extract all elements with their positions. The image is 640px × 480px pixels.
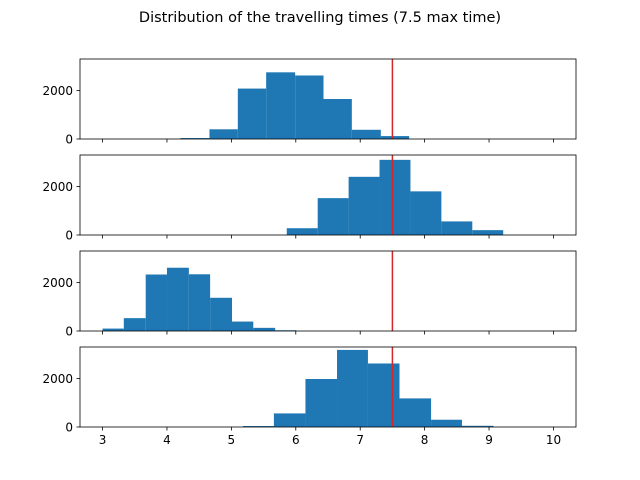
- histogram-bar: [323, 99, 352, 139]
- histogram-panel-1: 0 2000: [42, 58, 577, 147]
- y-tick-label: 2000: [42, 180, 73, 194]
- x-tick-label: 3: [99, 433, 107, 447]
- histogram-bar: [102, 328, 124, 331]
- histogram-bar: [305, 379, 338, 427]
- histogram-panel-4: 0 2000 3 4 5 6 7 8 9 10: [42, 346, 577, 447]
- histogram-bar: [253, 327, 276, 331]
- histogram-panel-3: 0 2000: [42, 250, 577, 339]
- histogram-bar: [472, 230, 504, 235]
- histogram-bar: [266, 72, 296, 139]
- x-tick-label: 4: [163, 433, 171, 447]
- histogram-bar: [367, 363, 400, 427]
- axes-frame: [79, 346, 577, 428]
- y-tick-label: 0: [65, 133, 73, 147]
- histogram-bar: [399, 398, 432, 427]
- histogram-bar: [145, 274, 167, 331]
- x-tick-label: 5: [228, 433, 236, 447]
- histogram-bar: [242, 426, 274, 427]
- axes-frame: [79, 58, 577, 140]
- histogram-bar: [295, 75, 324, 139]
- histogram-bar: [351, 129, 381, 139]
- histogram-bar: [348, 176, 380, 235]
- axes-frame: [79, 154, 577, 236]
- y-tick-label: 2000: [42, 372, 73, 386]
- x-tick-label: 8: [421, 433, 429, 447]
- histogram-bar: [188, 274, 211, 331]
- histogram-bar: [237, 88, 267, 139]
- histogram-bar: [123, 318, 146, 331]
- histogram-bar: [210, 297, 233, 331]
- histogram-bar: [431, 419, 462, 427]
- histogram-bar: [209, 129, 238, 139]
- figure-title: Distribution of the travelling times (7.…: [139, 10, 501, 26]
- histogram-bar: [286, 228, 318, 235]
- histogram-bar: [273, 413, 306, 427]
- histogram-bar: [180, 138, 210, 139]
- x-tick-label: 10: [546, 433, 561, 447]
- y-tick-label: 0: [65, 421, 73, 435]
- x-tick-label: 9: [485, 433, 493, 447]
- histogram-bar: [461, 425, 494, 427]
- y-tick-label: 2000: [42, 276, 73, 290]
- histogram-bar: [379, 159, 411, 235]
- x-tick-label: 7: [356, 433, 364, 447]
- histogram-bar: [410, 191, 442, 235]
- histogram-panels: 0 2000 0 2000 0 2000 0 2000 3 4 5 6 7 8 9 10: [42, 58, 577, 447]
- histogram-panel-2: 0 2000: [42, 154, 577, 243]
- histogram-bar: [380, 136, 410, 139]
- y-tick-label: 0: [65, 229, 73, 243]
- x-tick-label: 6: [292, 433, 300, 447]
- histogram-bar: [317, 198, 349, 235]
- histogram-bar: [441, 221, 473, 235]
- axes-frame: [79, 250, 577, 332]
- histogram-bar: [337, 349, 368, 427]
- histogram-bar: [166, 267, 189, 331]
- y-tick-label: 0: [65, 325, 73, 339]
- y-tick-label: 2000: [42, 84, 73, 98]
- histogram-bar: [232, 321, 254, 331]
